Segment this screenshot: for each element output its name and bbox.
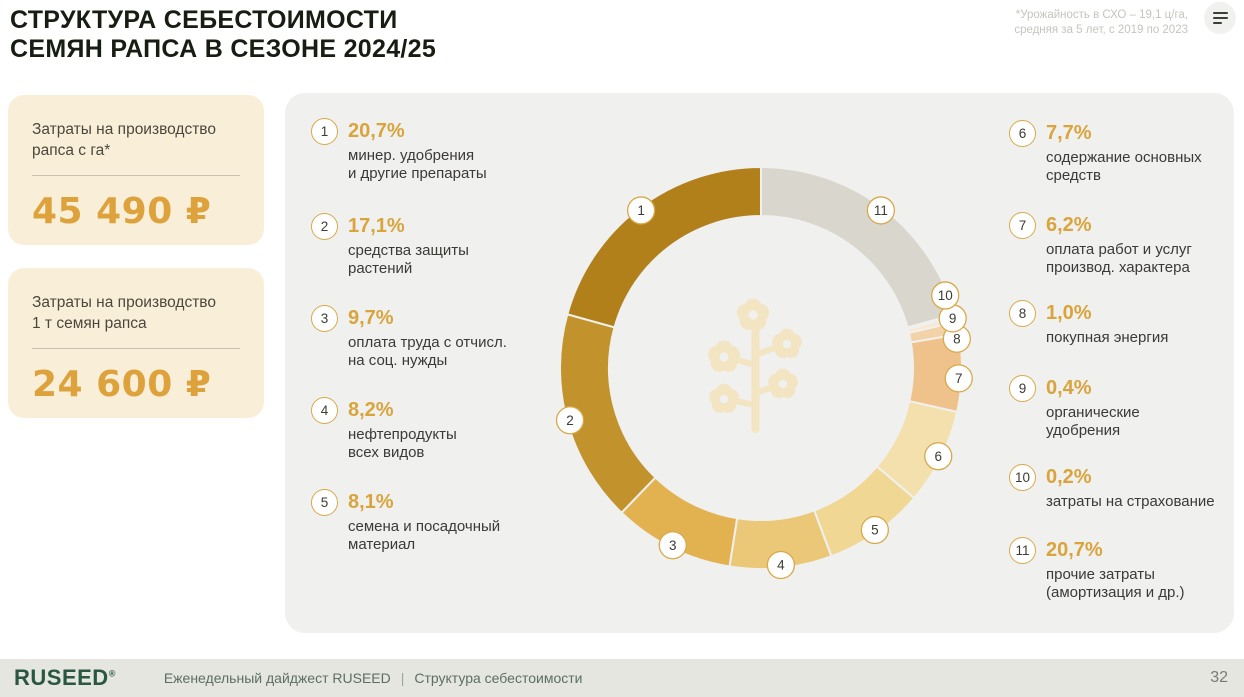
watermark-stem bbox=[751, 317, 760, 433]
legend-item-4: 4 8,2% нефтепродукты всех видов bbox=[311, 397, 457, 463]
legend-badge-9: 9 bbox=[1009, 375, 1036, 402]
legend-item-5: 5 8,1% семена и посадочный материал bbox=[311, 489, 500, 555]
legend-item-3: 3 9,7% оплата труда с отчисл. на соц. нужд… bbox=[311, 305, 507, 371]
donut-slice-1 bbox=[566, 165, 762, 329]
legend-percent: 0,4% bbox=[1046, 377, 1092, 399]
slice-badge-number: 11 bbox=[874, 203, 888, 218]
legend-label: прочие затраты (амортизация и др.) bbox=[1046, 566, 1185, 602]
legend-label: оплата работ и услуг производ. характера bbox=[1046, 241, 1192, 277]
slice-badge-5 bbox=[860, 515, 890, 545]
legend-label: покупная энергия bbox=[1046, 329, 1169, 346]
legend-percent: 20,7% bbox=[348, 120, 405, 142]
legend-percent: 8,1% bbox=[348, 491, 394, 513]
legend-badge-4: 4 bbox=[311, 397, 338, 424]
legend-percent: 7,7% bbox=[1046, 122, 1092, 144]
watermark-flower-hole bbox=[778, 379, 788, 389]
legend-badge-10: 10 bbox=[1009, 464, 1036, 491]
ruseed-logo: RUSEED® bbox=[14, 665, 116, 691]
legend-badge-3: 3 bbox=[311, 305, 338, 332]
slice-badge-number: 3 bbox=[669, 538, 677, 553]
legend-percent: 8,2% bbox=[348, 399, 394, 421]
legend-label: содержание основных средств bbox=[1046, 149, 1202, 185]
divider bbox=[32, 174, 240, 176]
donut-slice-11 bbox=[760, 165, 956, 329]
legend-item-7: 7 6,2% оплата работ и услуг производ. хара… bbox=[1009, 212, 1192, 278]
legend-item-9: 9 0,4% органические удобрения bbox=[1009, 375, 1140, 441]
slice-badge-6 bbox=[924, 442, 953, 471]
legend-item-6: 6 7,7% содержание основных средств bbox=[1009, 120, 1202, 186]
yield-footnote: *Урожайность в СХО – 19,1 ц/га, средняя … bbox=[1014, 9, 1188, 36]
slice-badge-number: 1 bbox=[637, 203, 645, 218]
stat-card-cost-per-ha: Затраты на производство рапса с га* 45 4… bbox=[8, 95, 264, 245]
slice-badge-number: 7 bbox=[955, 371, 963, 386]
slice-badge-7 bbox=[944, 364, 973, 393]
footer-breadcrumb: Еженедельный дайджест RUSEED | Структура… bbox=[164, 670, 583, 686]
legend-label: семена и посадочный материал bbox=[348, 518, 501, 554]
menu-button[interactable] bbox=[1204, 2, 1236, 34]
legend-label: минер. удобрения и другие препараты bbox=[348, 147, 487, 183]
page-title: СТРУКТУРА СЕБЕСТОИМОСТИ СЕМЯН РАПСА В СЕ… bbox=[10, 6, 437, 64]
legend-percent: 17,1% bbox=[348, 215, 405, 237]
legend-percent: 9,7% bbox=[348, 307, 394, 329]
slice-badge-4 bbox=[766, 550, 796, 580]
page-number: 32 bbox=[1210, 669, 1228, 686]
legend-label: средства защиты растений bbox=[348, 242, 469, 278]
legend-item-1: 1 20,7% минер. удобрения и другие препарат… bbox=[311, 118, 487, 184]
legend-label: органические удобрения bbox=[1046, 404, 1140, 440]
stat-card-label: Затраты на производство рапса с га* bbox=[32, 121, 216, 159]
donut-chart: 1 2 3 4 5 6 7 8 9 10 11 bbox=[555, 165, 973, 580]
watermark-flower-hole bbox=[719, 394, 729, 404]
slice-badge-number: 5 bbox=[871, 523, 879, 538]
slice-badge-number: 2 bbox=[566, 413, 574, 428]
stat-card-label: Затраты на производство 1 т семян рапса bbox=[32, 294, 216, 332]
digest-title: Еженедельный дайджест RUSEED bbox=[163, 670, 391, 686]
legend-item-2: 2 17,1% средства защиты растений bbox=[311, 213, 469, 279]
legend-item-8: 8 1,0% покупная энергия bbox=[1009, 300, 1168, 347]
legend-label: затраты на страхование bbox=[1046, 493, 1215, 510]
stat-card-value: 24 600 ₽ bbox=[32, 363, 212, 405]
slice-badge-number: 4 bbox=[777, 558, 785, 573]
watermark-flower-hole bbox=[782, 339, 792, 349]
legend-badge-2: 2 bbox=[311, 213, 338, 240]
watermark-flower-hole bbox=[719, 352, 729, 362]
legend-label: нефтепродукты всех видов bbox=[348, 426, 457, 462]
legend-badge-8: 8 bbox=[1009, 300, 1036, 327]
legend-item-10: 10 0,2% затраты на страхование bbox=[1009, 464, 1215, 511]
watermark-flower-hole bbox=[748, 310, 758, 320]
legend-badge-7: 7 bbox=[1009, 212, 1036, 239]
section-title: Структура себестоимости bbox=[414, 670, 583, 686]
slice-badge-11 bbox=[866, 196, 896, 225]
slice-badge-number: 9 bbox=[949, 311, 957, 326]
legend-percent: 1,0% bbox=[1046, 302, 1092, 324]
legend-badge-1: 1 bbox=[311, 118, 338, 145]
slice-badge-1 bbox=[626, 196, 656, 225]
slice-badge-number: 8 bbox=[953, 331, 961, 346]
footer-bar: RUSEED® Еженедельный дайджест RUSEED | С… bbox=[0, 659, 1244, 697]
menu-icon bbox=[1212, 12, 1228, 14]
legend-percent: 20,7% bbox=[1046, 539, 1103, 561]
legend-badge-6: 6 bbox=[1009, 120, 1036, 147]
legend-badge-11: 11 bbox=[1009, 537, 1036, 564]
legend-badge-5: 5 bbox=[311, 489, 338, 516]
logo-text: RUSEED bbox=[14, 665, 109, 690]
registered-mark: ® bbox=[108, 668, 116, 679]
slice-badge-2 bbox=[555, 406, 585, 435]
stat-card-value: 45 490 ₽ bbox=[32, 190, 212, 232]
slice-badge-3 bbox=[658, 531, 687, 560]
legend-percent: 0,2% bbox=[1046, 466, 1092, 488]
stat-card-cost-per-ton: Затраты на производство 1 т семян рапса … bbox=[8, 268, 264, 418]
legend-item-11: 11 20,7% прочие затраты (амортизация и др.… bbox=[1009, 537, 1185, 603]
legend-percent: 6,2% bbox=[1046, 214, 1092, 236]
slice-badge-number: 10 bbox=[938, 288, 953, 303]
legend-label: оплата труда с отчисл. на соц. нужды bbox=[348, 334, 507, 370]
separator: | bbox=[400, 670, 405, 686]
divider bbox=[32, 347, 240, 349]
slice-badge-10 bbox=[931, 281, 960, 310]
slice-badge-number: 6 bbox=[935, 449, 943, 464]
